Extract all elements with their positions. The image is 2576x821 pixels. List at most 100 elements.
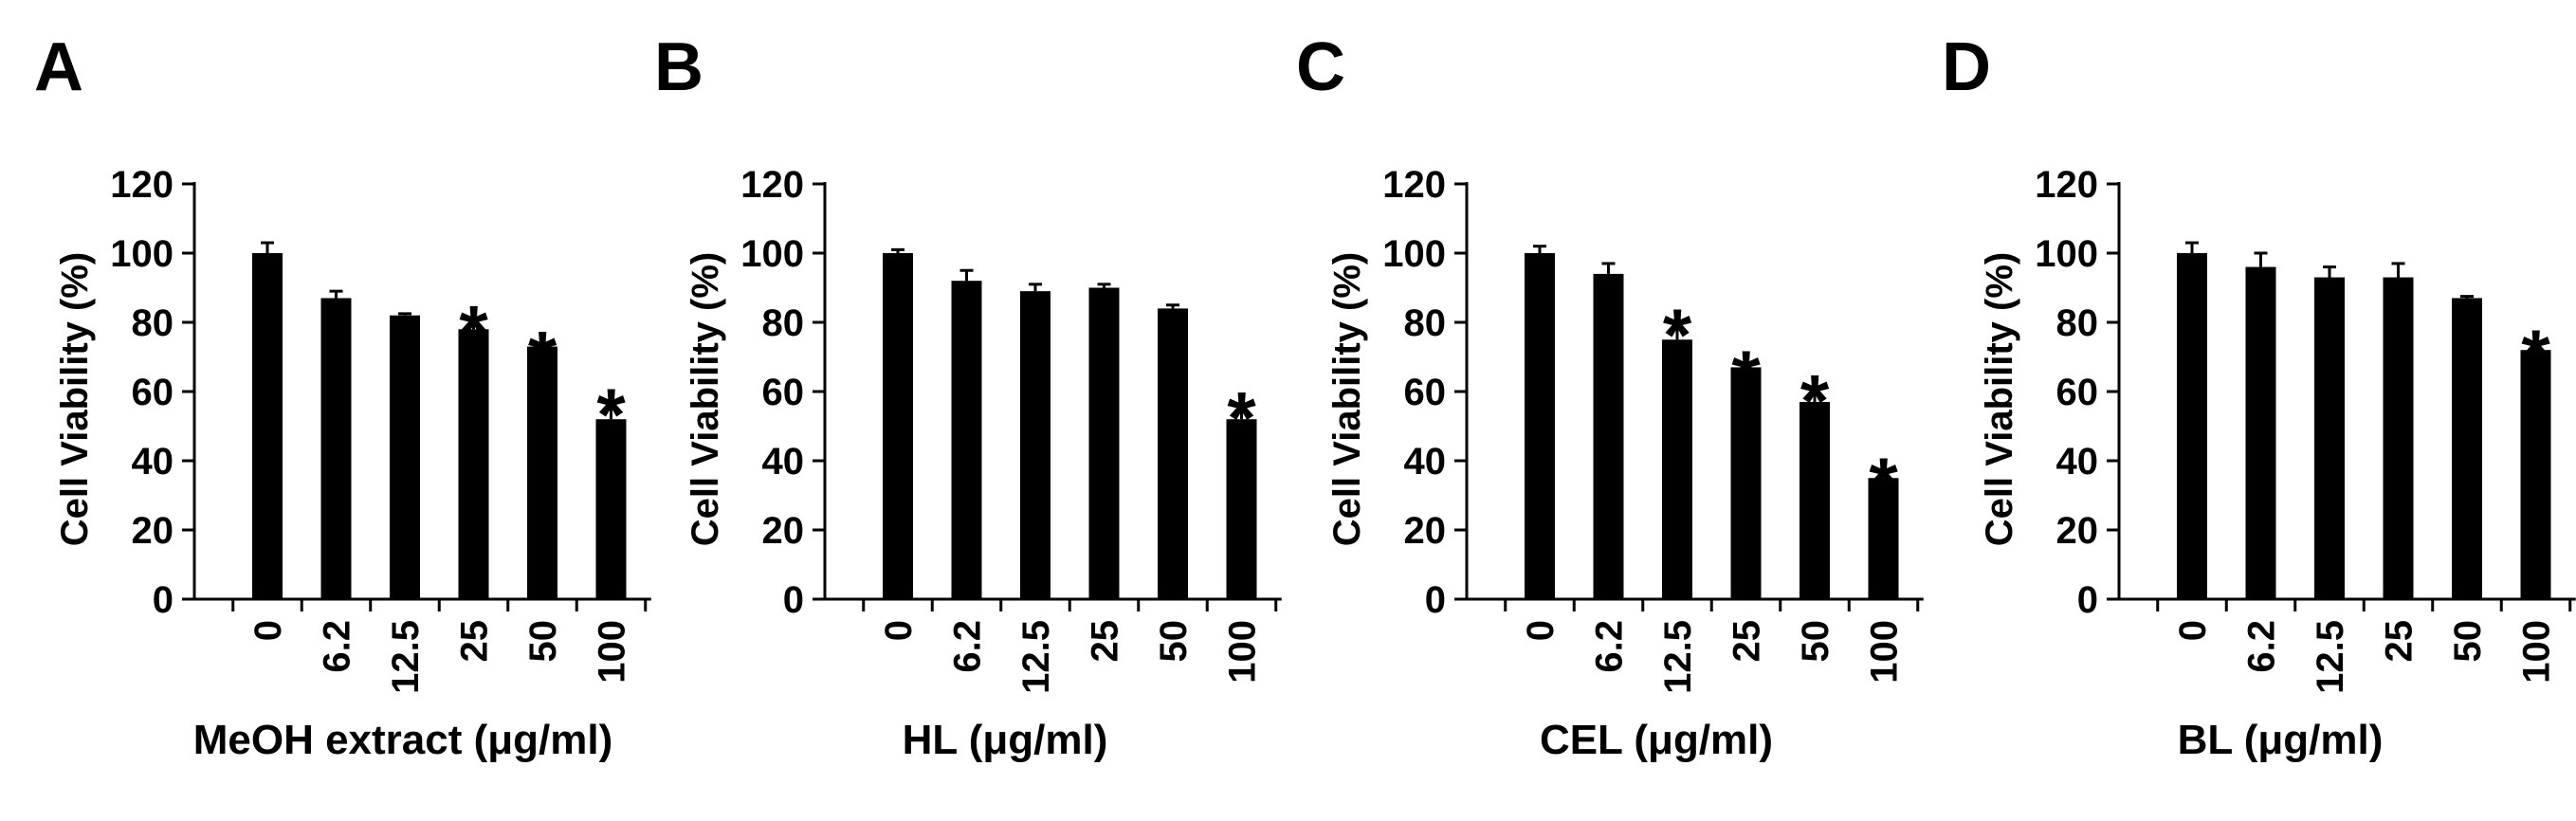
- significance-marker-a-5: *: [596, 373, 626, 456]
- x-axis-label-a: MeOH extract (μg/ml): [193, 717, 613, 763]
- bar-c-1: [1593, 273, 1624, 599]
- x-tick-label-a-1: 6.2: [317, 620, 358, 673]
- bar-d-4: [2452, 298, 2482, 599]
- bar-b-0: [883, 253, 913, 599]
- x-axis-label-d: BL (μg/ml): [2178, 717, 2384, 763]
- panel-b: B Cell Viability (%) HL (μg/ml) * 0 20 40 60…: [654, 29, 1282, 763]
- significance-marker-a-4: *: [528, 316, 557, 399]
- bar-c-0: [1525, 253, 1555, 599]
- bar-b-1: [951, 281, 982, 599]
- x-tick-label-b-0: 0: [878, 620, 920, 641]
- x-tick-label-a-2: 12.5: [385, 620, 427, 694]
- bar-d-3: [2383, 277, 2414, 599]
- y-tick-label-c-5: 100: [1382, 233, 1446, 275]
- y-tick-label-b-0: 0: [783, 579, 804, 621]
- y-tick-label-a-3: 60: [132, 372, 174, 413]
- significance-marker-c-4: *: [1800, 358, 1830, 442]
- bar-a-0: [252, 253, 283, 599]
- y-tick-label-a-5: 100: [110, 233, 174, 275]
- y-tick-label-a-4: 80: [132, 302, 174, 344]
- significance-marker-d-5: *: [2521, 314, 2550, 397]
- plot-area-c: * * * * 0 20 40 60 80 100 120 0 6.2 12.5 25 50 100: [1382, 164, 1924, 694]
- panel-d: D Cell Viability (%) BL (μg/ml) * 0 20 40 60…: [1942, 29, 2576, 763]
- x-tick-label-c-4: 50: [1795, 620, 1836, 663]
- panel-letter-a: A: [34, 29, 83, 105]
- y-tick-label-a-6: 120: [110, 164, 174, 206]
- bar-a-4: [527, 346, 557, 599]
- bar-b-2: [1020, 291, 1050, 599]
- bar-a-2: [390, 315, 420, 599]
- bar-a-5: [595, 419, 627, 599]
- bar-b-3: [1088, 287, 1120, 599]
- y-tick-label-d-2: 40: [2056, 441, 2099, 483]
- plot-area-d: * 0 20 40 60 80 100 120 0 6.2 12.5 25 50 100: [2035, 164, 2576, 694]
- y-axis-label-b: Cell Viability (%): [685, 252, 726, 546]
- bar-a-1: [320, 298, 352, 599]
- x-tick-label-b-2: 12.5: [1015, 620, 1057, 694]
- significance-marker-c-5: *: [1869, 442, 1898, 525]
- y-tick-label-a-2: 40: [132, 441, 174, 483]
- y-tick-label-c-2: 40: [1404, 441, 1447, 483]
- x-tick-label-c-0: 0: [1520, 620, 1562, 641]
- bar-c-3: [1730, 367, 1762, 599]
- x-axis-label-b: HL (μg/ml): [903, 717, 1108, 763]
- panel-letter-b: B: [654, 29, 703, 105]
- y-tick-label-b-6: 120: [740, 164, 804, 206]
- significance-marker-c-3: *: [1731, 335, 1761, 418]
- plot-area-a: * * * 0 20 40 60 80 100 120 0 6.2 12.5 25 50 100: [110, 164, 651, 694]
- x-tick-label-d-0: 0: [2172, 620, 2214, 641]
- bar-d-1: [2245, 266, 2276, 599]
- x-tick-label-d-5: 100: [2516, 620, 2558, 684]
- x-tick-label-b-5: 100: [1222, 620, 1264, 684]
- y-tick-label-d-3: 60: [2056, 372, 2099, 413]
- y-tick-label-a-0: 0: [153, 579, 174, 621]
- x-tick-label-d-1: 6.2: [2241, 620, 2283, 673]
- x-tick-label-a-4: 50: [522, 620, 564, 663]
- bar-c-4: [1800, 401, 1830, 599]
- bar-c-5: [1868, 478, 1899, 599]
- panel-c: C Cell Viability (%) CEL (μg/ml) * * * * 0 20…: [1296, 29, 1924, 763]
- panel-letter-d: D: [1942, 29, 1991, 105]
- x-tick-label-c-3: 25: [1726, 620, 1768, 663]
- y-tick-label-c-4: 80: [1404, 302, 1447, 344]
- x-tick-label-c-1: 6.2: [1589, 620, 1631, 673]
- x-tick-label-a-5: 100: [592, 620, 633, 684]
- x-tick-label-a-0: 0: [247, 620, 289, 641]
- y-tick-label-b-3: 60: [762, 372, 805, 413]
- x-tick-label-b-3: 25: [1085, 620, 1126, 663]
- y-tick-label-c-0: 0: [1425, 579, 1446, 621]
- bar-d-2: [2314, 277, 2345, 599]
- y-tick-label-b-4: 80: [762, 302, 805, 344]
- y-tick-label-d-6: 120: [2035, 164, 2098, 206]
- x-tick-label-d-2: 12.5: [2310, 620, 2351, 694]
- y-axis-label-c: Cell Viability (%): [1326, 252, 1368, 546]
- bar-b-5: [1226, 419, 1257, 599]
- y-tick-label-d-4: 80: [2056, 302, 2099, 344]
- y-tick-label-b-2: 40: [762, 441, 805, 483]
- panel-letter-c: C: [1296, 29, 1345, 105]
- y-tick-label-d-5: 100: [2035, 233, 2098, 275]
- bar-a-3: [458, 329, 489, 599]
- bar-b-4: [1158, 308, 1188, 599]
- bar-c-2: [1662, 339, 1692, 599]
- y-tick-label-a-1: 20: [132, 510, 174, 552]
- x-tick-label-d-4: 50: [2447, 620, 2489, 663]
- x-tick-label-b-1: 6.2: [947, 620, 989, 673]
- y-tick-label-d-0: 0: [2077, 579, 2098, 621]
- y-tick-label-c-1: 20: [1404, 510, 1447, 552]
- bar-d-0: [2177, 253, 2207, 599]
- y-tick-label-c-3: 60: [1404, 372, 1447, 413]
- significance-marker-a-3: *: [459, 289, 488, 373]
- x-axis-label-c: CEL (μg/ml): [1540, 717, 1773, 763]
- plot-area-b: * 0 20 40 60 80 100 120 0 6.2 12.5 25 50 100: [740, 164, 1282, 694]
- x-tick-label-a-3: 25: [454, 620, 496, 663]
- y-axis-label-d: Cell Viability (%): [1979, 252, 2020, 546]
- x-tick-label-d-3: 25: [2379, 620, 2421, 663]
- x-tick-label-c-5: 100: [1864, 620, 1906, 684]
- panel-a: A Cell Viability (%) MeOH extract (μg/ml…: [34, 29, 651, 763]
- x-tick-label-c-2: 12.5: [1657, 620, 1699, 694]
- significance-marker-c-2: *: [1663, 293, 1692, 376]
- y-tick-label-b-1: 20: [762, 510, 805, 552]
